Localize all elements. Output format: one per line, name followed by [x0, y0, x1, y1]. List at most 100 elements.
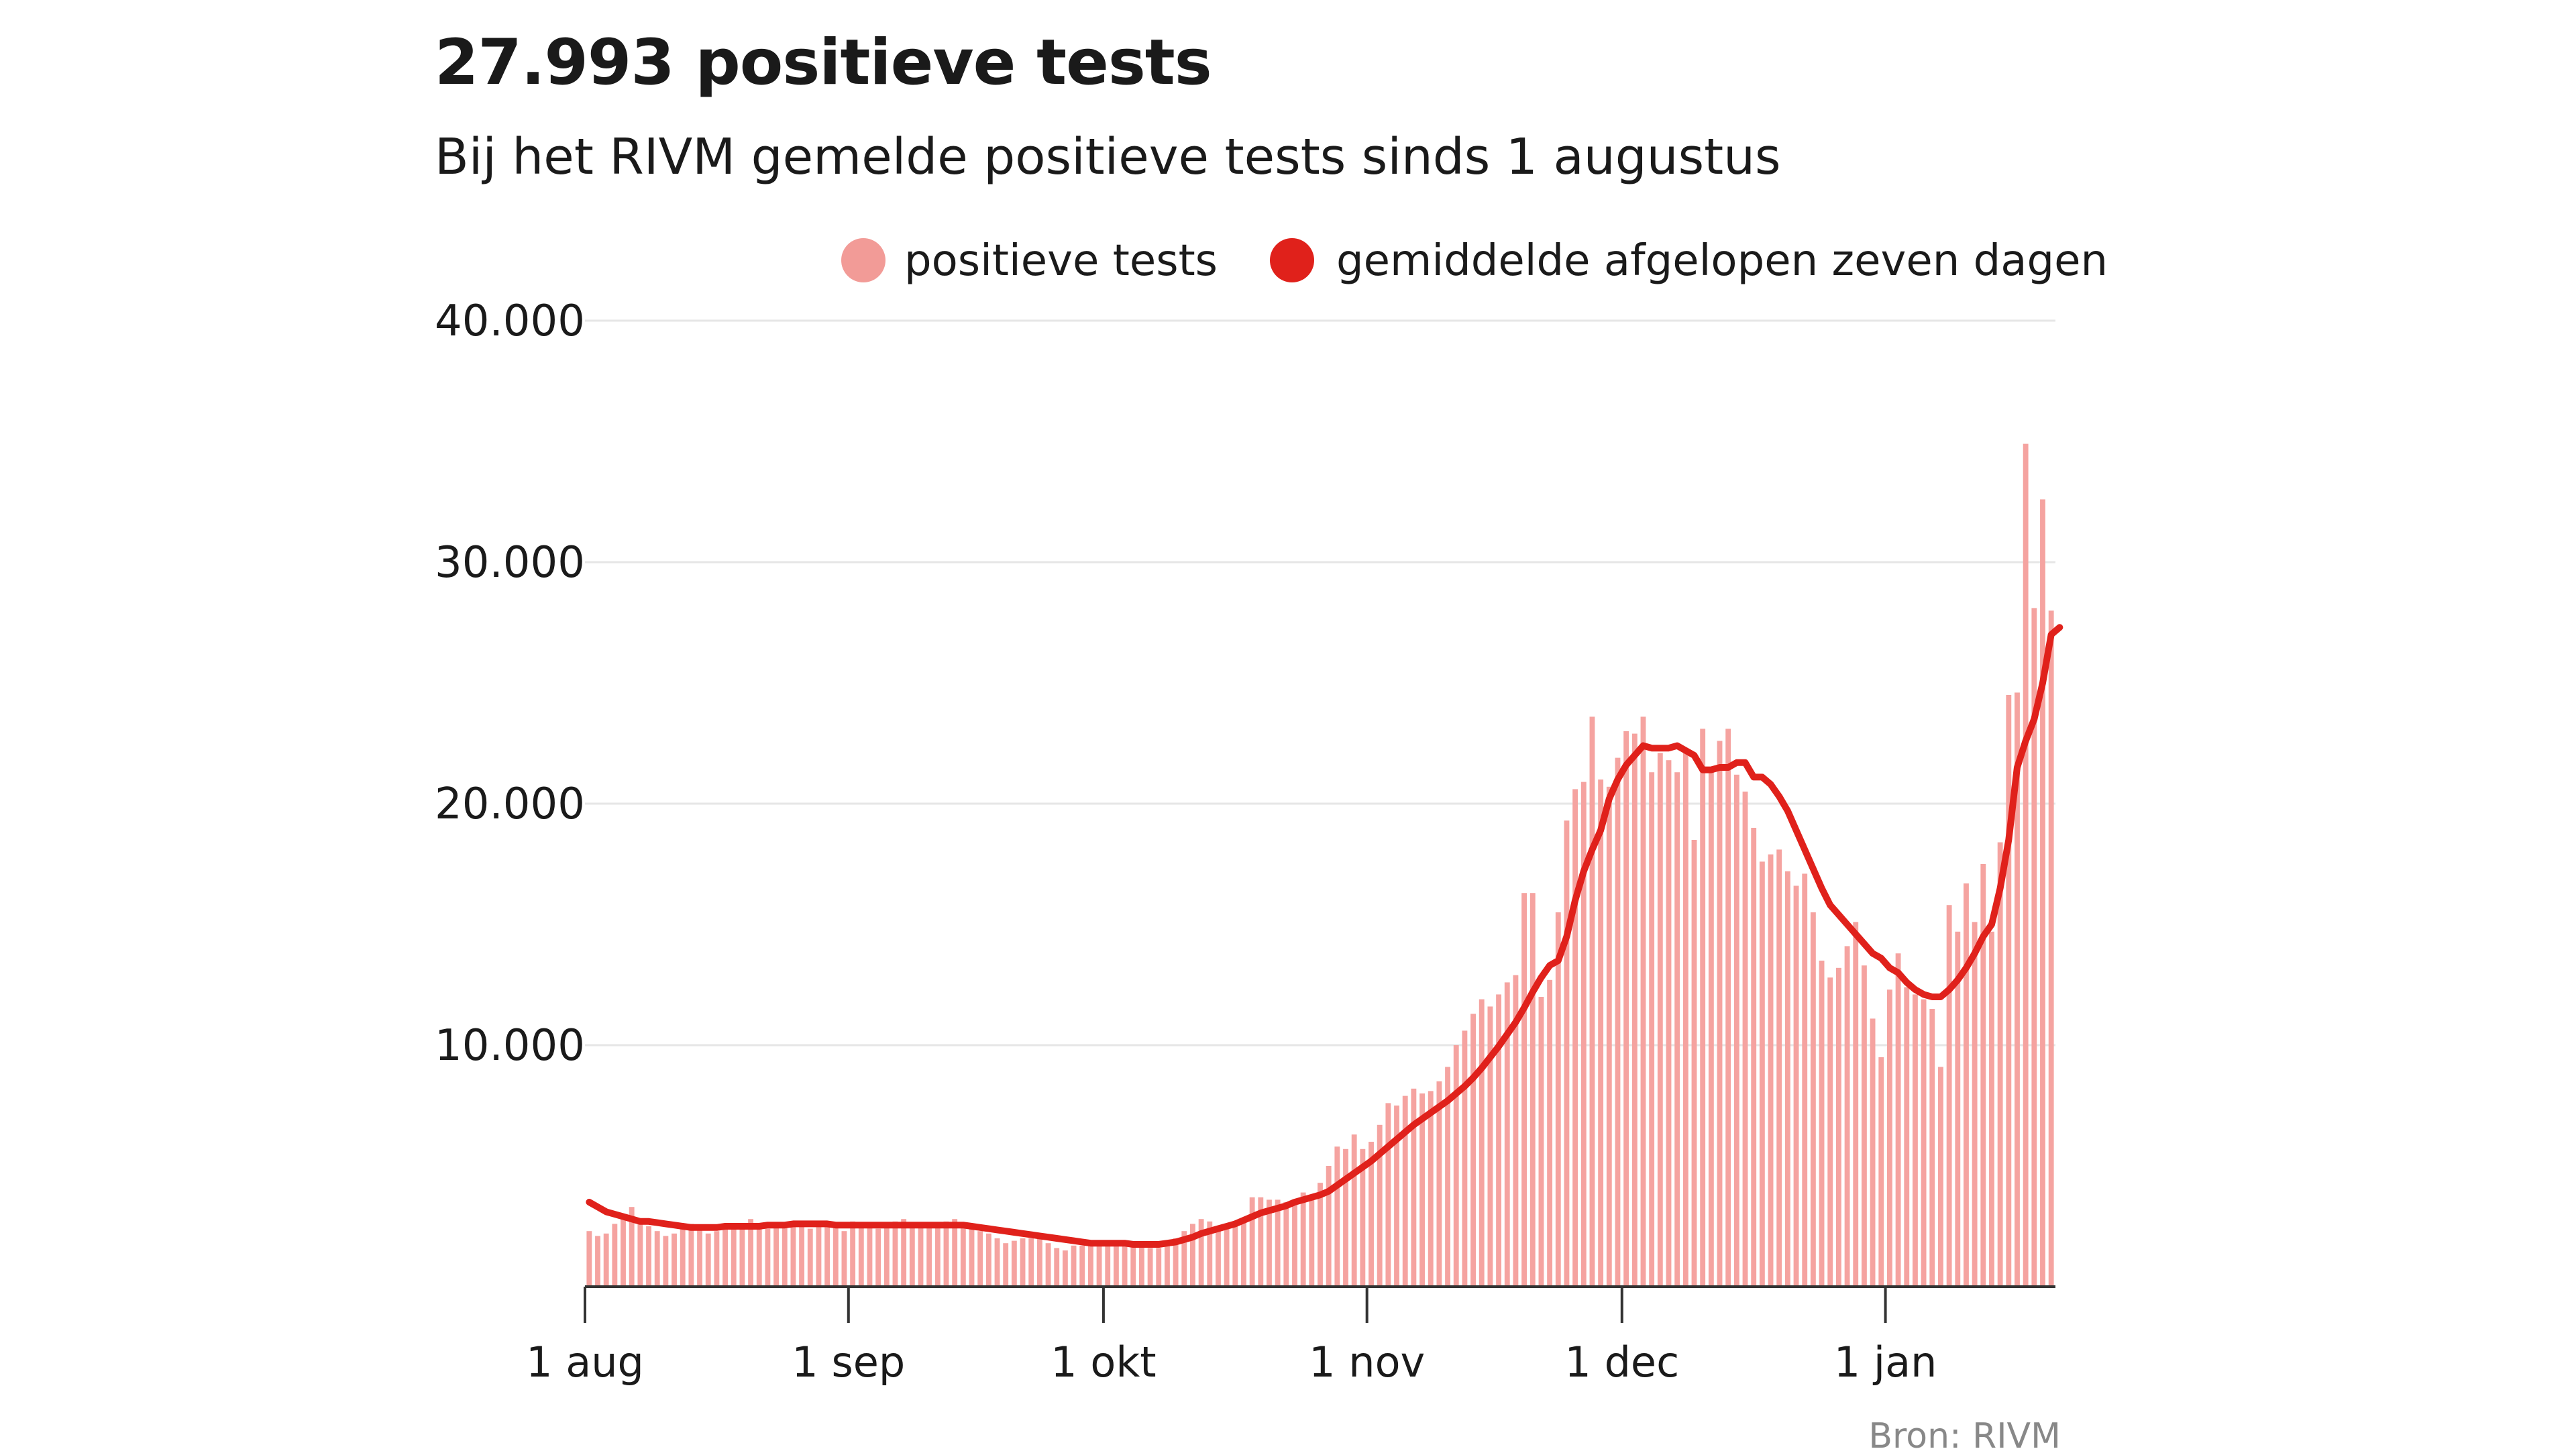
bar — [1989, 931, 1994, 1287]
bar — [1122, 1245, 1128, 1287]
bar — [824, 1224, 830, 1287]
bar — [1972, 922, 1978, 1287]
bar — [1649, 772, 1655, 1287]
bar — [1657, 753, 1663, 1287]
bar — [586, 1231, 592, 1287]
bar — [1156, 1248, 1162, 1287]
bar — [1793, 885, 1799, 1287]
bar — [1377, 1124, 1383, 1287]
bar — [773, 1226, 780, 1287]
bar — [1147, 1248, 1153, 1287]
bar — [1470, 1014, 1476, 1287]
bar — [603, 1233, 609, 1287]
bar — [807, 1228, 813, 1287]
bar — [1615, 757, 1621, 1287]
bar — [1733, 774, 1739, 1287]
bar — [1079, 1245, 1085, 1287]
bar — [1751, 828, 1757, 1287]
bar — [782, 1224, 788, 1287]
bar — [1138, 1245, 1144, 1287]
chart-subtitle: Bij het RIVM gemelde positieve tests sin… — [435, 128, 1781, 186]
bar — [1318, 1183, 1323, 1287]
bar — [1368, 1142, 1374, 1287]
bar — [1725, 729, 1731, 1287]
bar — [1385, 1103, 1391, 1287]
bar — [1258, 1197, 1264, 1287]
bar — [1241, 1219, 1246, 1287]
bar — [969, 1228, 975, 1287]
bar — [892, 1221, 898, 1287]
bar — [1606, 786, 1612, 1287]
bar — [883, 1224, 890, 1287]
bar — [1700, 729, 1706, 1287]
bar — [765, 1228, 771, 1287]
bar — [1717, 741, 1723, 1287]
bar — [943, 1221, 949, 1287]
bar — [1776, 849, 1782, 1287]
bar — [1623, 731, 1629, 1287]
legend-swatch-bars — [841, 238, 885, 282]
bar — [1929, 1009, 1935, 1287]
bar — [1087, 1243, 1093, 1287]
bar — [1096, 1243, 1102, 1287]
x-tick-label: 1 jan — [1834, 1338, 1937, 1387]
bar — [1768, 854, 1774, 1287]
bar — [1887, 989, 1892, 1287]
bar — [1054, 1248, 1060, 1287]
bar — [977, 1231, 983, 1287]
bar — [1913, 994, 1918, 1287]
bar — [1631, 733, 1638, 1287]
gridlines — [585, 319, 2055, 1046]
bar — [1580, 782, 1587, 1287]
bar — [1003, 1243, 1009, 1287]
chart-title: 27.993 positieve tests — [435, 26, 1212, 99]
bar — [1036, 1238, 1042, 1287]
bar — [1334, 1146, 1340, 1287]
bar — [731, 1226, 737, 1287]
bar — [688, 1224, 694, 1287]
bar — [1224, 1226, 1230, 1287]
bar — [858, 1224, 864, 1287]
bar — [697, 1228, 702, 1287]
bar — [1130, 1245, 1136, 1287]
bar — [1428, 1091, 1434, 1287]
bar — [1394, 1106, 1399, 1287]
bar — [1351, 1134, 1357, 1287]
bar — [1921, 999, 1927, 1287]
average-line — [586, 624, 2063, 1248]
bar — [1853, 922, 1859, 1287]
bar — [1980, 864, 1986, 1287]
bar — [1249, 1197, 1255, 1287]
bar — [790, 1224, 796, 1287]
bar — [654, 1231, 660, 1287]
bar — [901, 1219, 907, 1287]
bar — [1487, 1006, 1493, 1287]
bar — [637, 1221, 643, 1287]
bar — [1904, 987, 1910, 1287]
bar — [994, 1238, 1000, 1287]
bar — [1283, 1202, 1289, 1287]
bar — [748, 1219, 754, 1287]
bar — [1062, 1250, 1068, 1287]
bar — [833, 1226, 839, 1287]
bar — [1343, 1148, 1348, 1287]
bar — [1895, 953, 1901, 1287]
bar — [705, 1233, 711, 1287]
bar — [1759, 861, 1765, 1287]
bar — [1232, 1224, 1238, 1287]
bar — [1496, 994, 1502, 1287]
bar — [1445, 1067, 1450, 1287]
bar — [1292, 1204, 1297, 1287]
x-tick-label: 1 sep — [792, 1338, 905, 1387]
bar — [1513, 975, 1519, 1287]
bar — [1028, 1238, 1034, 1287]
bar — [1011, 1240, 1017, 1287]
bar — [985, 1233, 991, 1287]
source-note: Bron: RIVM — [1868, 1416, 2061, 1449]
x-tick-label: 1 aug — [526, 1338, 644, 1387]
bar — [1275, 1199, 1281, 1287]
bar — [1105, 1245, 1111, 1287]
bar — [1402, 1095, 1408, 1287]
bar — [2031, 608, 2037, 1287]
